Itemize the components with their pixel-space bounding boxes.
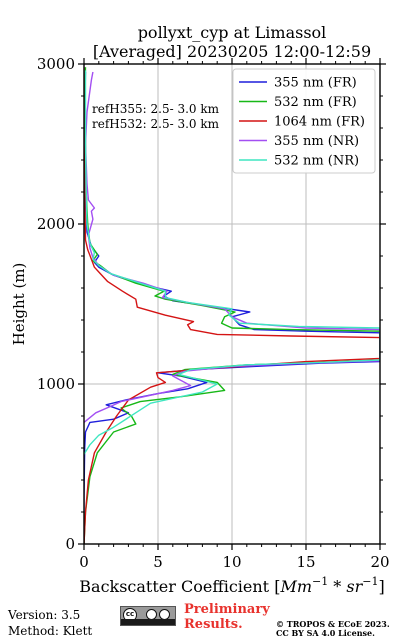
x-tick-label: 5: [153, 553, 163, 571]
chart-title-line1: pollyxt_cyp at Limassol: [138, 23, 327, 42]
y-axis-label: Height (m): [10, 263, 28, 346]
x-axis-unit-sr: sr: [346, 577, 363, 596]
copyright-note: © TROPOS & ECoE 2023. CC BY SA 4.0 Licen…: [276, 620, 390, 638]
x-axis-unit-mm: Mm: [279, 577, 312, 596]
legend-label: 532 nm (NR): [274, 154, 359, 169]
method-text: Method: Klett: [8, 624, 93, 638]
x-axis-label-close: ]: [378, 577, 384, 596]
y-tick-label: 3000: [37, 55, 75, 73]
y-tick-label: 0: [65, 535, 75, 553]
legend: 355 nm (FR) 532 nm (FR) 1064 nm (FR) 355 nm…: [232, 68, 376, 174]
version-text: Version: 3.5: [8, 608, 81, 622]
x-tick-label: 15: [296, 553, 315, 571]
series-layer: [84, 67, 380, 544]
legend-label: 355 nm (NR): [274, 134, 359, 149]
preliminary-line2: Results.: [184, 617, 243, 632]
annotation-refh355: refH355: 2.5- 3.0 km: [92, 102, 220, 116]
copyright-line2: CC BY SA 4.0 License.: [276, 628, 375, 638]
axis-ticks: [78, 58, 386, 550]
annotations: refH355: 2.5- 3.0 km refH532: 2.5- 3.0 k…: [92, 102, 220, 131]
legend-label: 355 nm (FR): [274, 76, 357, 91]
x-axis-unit-times: *: [328, 577, 346, 596]
x-axis-label: Backscatter Coefficient [Mm−1 * sr−1]: [79, 575, 384, 596]
legend-label: 532 nm (FR): [274, 95, 357, 110]
series-line-5: [84, 70, 380, 455]
footer-info: Version: 3.5 Method: Klett: [8, 607, 92, 639]
x-axis-label-text: Backscatter Coefficient [: [79, 577, 280, 596]
legend-box: [232, 68, 376, 174]
x-axis-unit-exp2: −1: [362, 575, 378, 588]
series-line-2: [84, 67, 380, 544]
chart-title-line2: [Averaged] 20230205 12:00-12:59: [93, 42, 371, 61]
annotation-refh532: refH532: 2.5- 3.0 km: [92, 117, 220, 131]
x-tick-label: 0: [79, 553, 89, 571]
x-tick-label: 10: [222, 553, 241, 571]
copyright-line1: © TROPOS & ECoE 2023.: [276, 619, 390, 629]
preliminary-results-note: Preliminary Results.: [184, 602, 270, 632]
series-line-3: [84, 67, 380, 544]
preliminary-line1: Preliminary: [184, 602, 270, 617]
y-tick-label: 2000: [37, 215, 75, 233]
legend-label: 1064 nm (FR): [274, 115, 365, 130]
x-axis-unit-exp1: −1: [312, 575, 328, 588]
cc-license-badge: cc: [120, 606, 176, 626]
chart-title: pollyxt_cyp at Limassol [Averaged] 20230…: [93, 23, 371, 61]
y-tick-label: 1000: [37, 375, 75, 393]
axis-tick-labels: 0 5 10 15 20 0 1000 2000 3000: [37, 55, 390, 571]
cc-badge-strip: [121, 619, 175, 625]
x-tick-label: 20: [370, 553, 389, 571]
